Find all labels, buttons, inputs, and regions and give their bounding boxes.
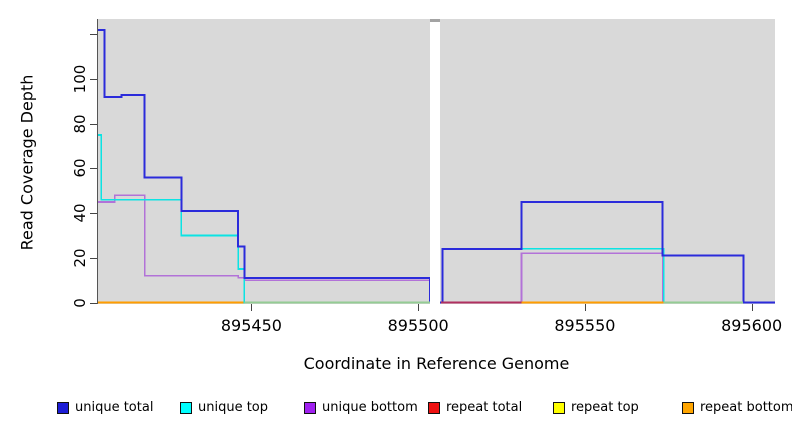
gap-top-cap xyxy=(430,19,440,22)
legend-swatch-icon xyxy=(180,402,192,414)
x-tick-mark xyxy=(584,303,586,311)
legend-label: repeat top xyxy=(571,400,639,415)
legend-label: repeat bottom xyxy=(700,400,792,415)
plot-area xyxy=(97,19,775,304)
y-tick-mark xyxy=(90,79,97,81)
y-tick-mark xyxy=(90,257,97,259)
series-lines xyxy=(98,29,775,304)
legend-label: unique bottom xyxy=(322,400,418,415)
x-tick-label: 895450 xyxy=(220,316,282,335)
legend: unique total unique top unique bottom repea… xyxy=(0,398,792,422)
legend-swatch-icon xyxy=(682,402,694,414)
series-line-unique-top xyxy=(98,134,775,304)
legend-swatch-icon xyxy=(428,402,440,414)
y-tick-mark xyxy=(90,302,97,304)
x-tick-mark xyxy=(418,303,420,311)
y-tick-label: 60 xyxy=(71,158,89,179)
y-tick-mark xyxy=(90,213,97,215)
x-tick-mark xyxy=(751,303,753,311)
y-tick-label: 20 xyxy=(71,248,89,268)
legend-swatch-icon xyxy=(57,402,69,414)
y-tick-mark xyxy=(90,34,97,36)
legend-swatch-icon xyxy=(304,402,316,414)
y-tick-label: 0 xyxy=(71,297,89,308)
y-tick-label: 100 xyxy=(71,64,89,94)
x-tick-label: 895500 xyxy=(387,316,449,335)
legend-label: unique top xyxy=(198,400,269,415)
y-tick-label: 40 xyxy=(71,203,89,223)
y-tick-label: 80 xyxy=(71,114,89,134)
y-axis-line xyxy=(97,19,98,304)
x-tick-mark xyxy=(251,303,253,311)
x-axis-title: Coordinate in Reference Genome xyxy=(303,354,570,373)
y-tick-mark xyxy=(90,123,97,125)
y-tick-mark xyxy=(90,168,97,170)
legend-swatch-icon xyxy=(553,402,565,414)
y-axis-title: Read Coverage Depth xyxy=(17,74,37,251)
coverage-gap-band xyxy=(430,19,440,304)
x-tick-label: 895550 xyxy=(554,316,616,335)
series-line-unique-total xyxy=(98,29,775,304)
legend-label: unique total xyxy=(75,400,154,415)
x-tick-label: 895600 xyxy=(721,316,783,335)
legend-label: repeat total xyxy=(446,400,523,415)
